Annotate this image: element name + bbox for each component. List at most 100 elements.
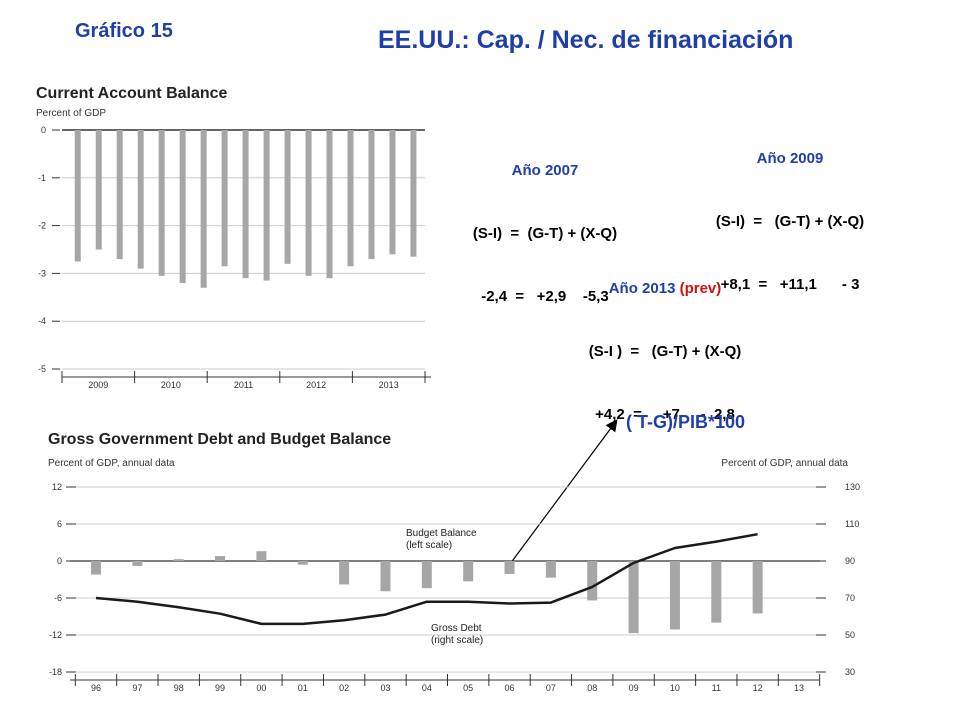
y-right-tick-label: 70	[845, 593, 855, 603]
x-tick-label: 00	[256, 683, 266, 693]
x-tick-label: 12	[753, 683, 763, 693]
x-tick-label: 98	[174, 683, 184, 693]
main-title: EE.UU.: Cap. / Nec. de financiación	[378, 26, 794, 54]
x-tick-label: 2013	[379, 380, 399, 390]
x-tick-label: 2012	[306, 380, 326, 390]
x-tick-label: 10	[670, 683, 680, 693]
bar	[545, 561, 556, 578]
x-tick-label: 03	[380, 683, 390, 693]
legend-budget-line2: (left scale)	[406, 540, 452, 551]
bar	[74, 130, 81, 262]
y-left-tick-label: 0	[57, 556, 62, 566]
chart1-x-labels: 2009 2010 2011 2012 2013	[61, 371, 431, 390]
bar	[752, 561, 763, 614]
bar	[95, 130, 102, 250]
equation-formula: (S-I) = (G-T) + (X-Q)	[472, 225, 618, 242]
bar	[221, 130, 228, 267]
chart2-bars	[91, 551, 763, 634]
y-right-tick-label: 90	[845, 556, 855, 566]
equation-year: Año 2013	[608, 280, 676, 297]
chart2-x-labels: 96 97 98 99 00 01 02 03 04 05 06 07 08 09 10 11 12 13	[70, 674, 821, 693]
y-right-tick-label: 130	[845, 482, 860, 492]
equation-2007: Año 2007 (S-I) = (G-T) + (X-Q) -2,4 = +2…	[450, 118, 640, 328]
bar	[421, 561, 432, 589]
y-left-tick-label: -12	[49, 630, 62, 640]
equation-year-line: Año 2013 (prev)	[560, 278, 770, 299]
x-tick-label: 2010	[161, 380, 181, 390]
bar	[256, 551, 267, 561]
bar	[326, 130, 333, 279]
y-right-tick-label: 50	[845, 630, 855, 640]
equation-year: Año 2007	[511, 162, 579, 179]
bar	[463, 561, 474, 582]
chart2-title: Gross Government Debt and Budget Balance	[48, 431, 391, 448]
bar	[263, 130, 270, 281]
x-tick-label: 99	[215, 683, 225, 693]
chart1-ylabel: Percent of GDP	[36, 108, 106, 119]
equation-year: Año 2009	[756, 150, 824, 167]
equation-2009: Año 2009 (S-I) = (G-T) + (X-Q) +8,1 = +1…	[690, 106, 890, 316]
legend-debt-line2: (right scale)	[431, 635, 483, 646]
x-tick-label: 08	[587, 683, 597, 693]
x-tick-label: 02	[339, 683, 349, 693]
legend-debt-line1: Gross Debt	[431, 623, 482, 634]
x-tick-label: 09	[629, 683, 639, 693]
bar	[669, 561, 680, 630]
chart2-y-ticks: 12 130 6 110 0 90 -6 70 -12 50 -18 30	[49, 482, 860, 677]
chart1-bars	[74, 130, 417, 288]
equation-2013: Año 2013 (prev) (S-I ) = (G-T) + (X-Q) +…	[560, 236, 770, 446]
y-tick-label: -5	[38, 364, 46, 374]
chart1-y-ticks: 0 -1 -2 -3 -4 -5	[38, 125, 60, 374]
x-tick-label: 97	[132, 683, 142, 693]
y-right-tick-label: 30	[845, 667, 855, 677]
y-tick-label: 0	[41, 125, 46, 135]
bar	[179, 130, 186, 283]
y-left-tick-label: -18	[49, 667, 62, 677]
bar	[628, 561, 639, 634]
x-tick-label: 06	[505, 683, 515, 693]
bar	[389, 130, 396, 255]
bar	[711, 561, 722, 623]
bar	[158, 130, 165, 276]
bar	[137, 130, 144, 269]
x-tick-label: 13	[794, 683, 804, 693]
equation-formula: (S-I ) = (G-T) + (X-Q)	[588, 343, 742, 360]
chart2-ylabel-left: Percent of GDP, annual data	[48, 458, 175, 469]
chart2-gridlines	[70, 486, 820, 673]
bar	[200, 130, 207, 288]
bar	[116, 130, 123, 260]
bar	[297, 561, 308, 565]
bar	[305, 130, 312, 276]
bar	[410, 130, 417, 257]
x-tick-label: 05	[463, 683, 473, 693]
x-tick-label: 04	[422, 683, 432, 693]
x-tick-label: 11	[712, 683, 721, 693]
y-tick-label: -3	[38, 268, 46, 278]
slide-label: Gráfico 15	[75, 20, 173, 42]
x-tick-label: 2009	[88, 380, 108, 390]
bar	[339, 561, 350, 585]
x-tick-label: 07	[546, 683, 556, 693]
equation-formula: (S-I) = (G-T) + (X-Q)	[715, 213, 865, 230]
equation-prev: (prev)	[679, 280, 722, 297]
chart2-ylabel-right: Percent of GDP, annual data	[721, 458, 848, 469]
x-tick-label: 01	[298, 683, 308, 693]
x-tick-label: 2011	[234, 380, 253, 390]
y-left-tick-label: 12	[52, 482, 62, 492]
bar	[91, 561, 101, 575]
y-left-tick-label: -6	[54, 593, 62, 603]
bar	[587, 561, 598, 601]
y-tick-label: -1	[38, 173, 46, 183]
equation-values: +4,2 = +7 - 2,8	[595, 406, 735, 423]
y-tick-label: -4	[38, 316, 46, 326]
y-right-tick-label: 110	[845, 519, 859, 529]
bar	[380, 561, 391, 592]
legend-budget-line1: Budget Balance	[406, 528, 477, 539]
bar	[215, 556, 226, 561]
bar	[347, 130, 354, 267]
annotation-label: ( T-G)/PIB*100	[626, 412, 746, 432]
chart1-title: Current Account Balance	[36, 85, 228, 102]
y-left-tick-label: 6	[57, 519, 62, 529]
